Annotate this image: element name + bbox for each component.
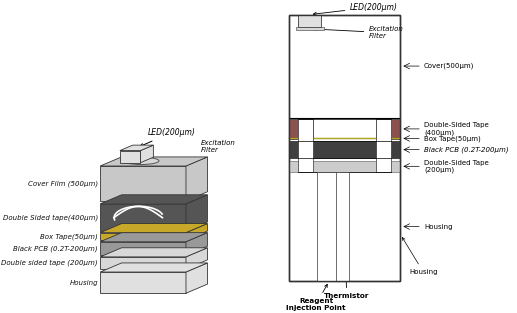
Text: Double Sided tape(400μm): Double Sided tape(400μm) xyxy=(3,214,98,221)
Polygon shape xyxy=(186,195,207,231)
Text: Thermistor: Thermistor xyxy=(324,176,370,299)
Polygon shape xyxy=(186,263,207,293)
Text: Double-Sided Tape
(400μm): Double-Sided Tape (400μm) xyxy=(424,122,489,136)
Text: Housing: Housing xyxy=(424,223,452,229)
Text: Double sided tape (200μm): Double sided tape (200μm) xyxy=(2,259,98,266)
Text: Black PCB (0.2T-200μm): Black PCB (0.2T-200μm) xyxy=(13,245,98,252)
Polygon shape xyxy=(100,248,207,257)
Polygon shape xyxy=(100,166,186,201)
Polygon shape xyxy=(100,257,186,269)
Polygon shape xyxy=(186,248,207,269)
Bar xyxy=(376,119,391,172)
Text: Reagent
Injection Point: Reagent Injection Point xyxy=(286,284,346,311)
Text: Cover Film (500μm): Cover Film (500μm) xyxy=(28,180,98,187)
Bar xyxy=(298,119,313,172)
Text: Housing: Housing xyxy=(69,280,98,286)
Polygon shape xyxy=(186,233,207,255)
Bar xyxy=(289,15,401,281)
Polygon shape xyxy=(100,233,207,242)
Bar xyxy=(336,172,349,281)
Text: Box Tape(50μm): Box Tape(50μm) xyxy=(40,233,98,240)
Polygon shape xyxy=(186,157,207,201)
Bar xyxy=(298,15,322,27)
Text: Excitation
Filter: Excitation Filter xyxy=(201,140,236,153)
Polygon shape xyxy=(100,204,186,231)
Polygon shape xyxy=(120,151,141,163)
Text: Black PCB (0.2T-200μm): Black PCB (0.2T-200μm) xyxy=(424,146,509,153)
Text: Double-Sided Tape
(200μm): Double-Sided Tape (200μm) xyxy=(424,160,489,173)
Text: LED(200μm): LED(200μm) xyxy=(313,3,398,15)
Polygon shape xyxy=(186,223,207,240)
Ellipse shape xyxy=(123,157,159,165)
Polygon shape xyxy=(100,263,207,272)
Polygon shape xyxy=(141,145,154,163)
Polygon shape xyxy=(100,157,207,166)
Polygon shape xyxy=(120,145,154,151)
Polygon shape xyxy=(100,223,207,233)
Bar xyxy=(289,119,313,139)
Polygon shape xyxy=(100,242,186,255)
Text: Box Tape(50μm): Box Tape(50μm) xyxy=(424,135,481,142)
Bar xyxy=(289,137,401,139)
Text: Cover(500μm): Cover(500μm) xyxy=(424,63,475,69)
Polygon shape xyxy=(100,195,207,204)
Bar xyxy=(317,172,341,281)
Text: Excitation
Filter: Excitation Filter xyxy=(313,26,404,39)
Polygon shape xyxy=(100,272,186,293)
Bar xyxy=(289,141,401,158)
Bar xyxy=(289,15,401,281)
Bar xyxy=(289,161,401,172)
Text: LED(200μm): LED(200μm) xyxy=(140,128,195,146)
Text: Housing: Housing xyxy=(402,238,437,275)
Bar xyxy=(376,119,401,139)
Bar xyxy=(296,27,324,30)
Polygon shape xyxy=(100,233,186,240)
